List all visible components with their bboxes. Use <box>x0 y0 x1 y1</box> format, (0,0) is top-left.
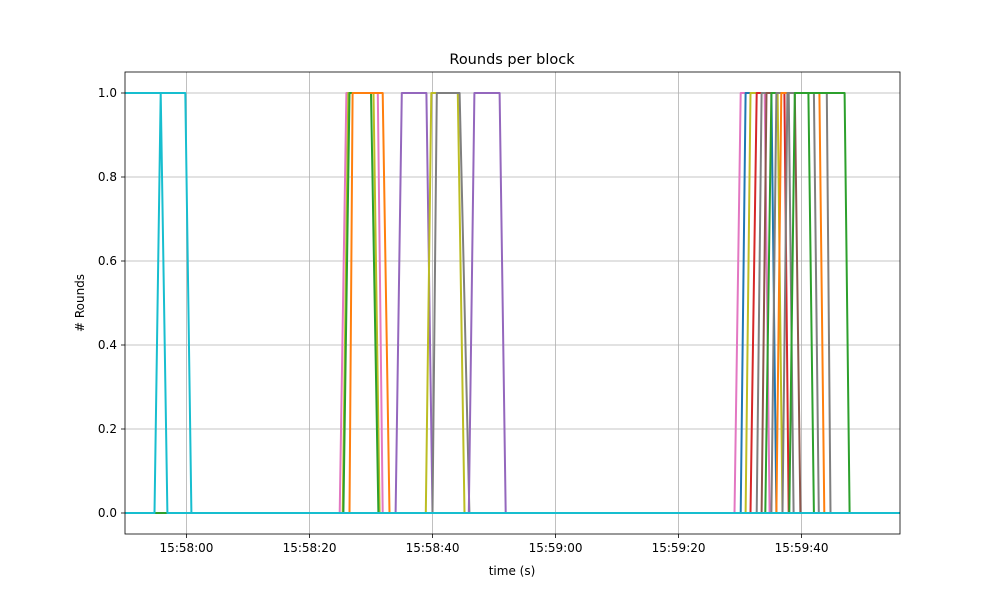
y-tick-label: 0.6 <box>98 254 117 268</box>
x-tick-label: 15:58:20 <box>283 541 337 555</box>
y-tick-label: 0.4 <box>98 338 117 352</box>
ticks: 15:58:00 15:58:20 15:58:40 15:59:00 15:59:20… <box>98 86 829 555</box>
y-tick-label: 0.8 <box>98 170 117 184</box>
axes-frame <box>124 71 901 535</box>
y-tick-label: 0.2 <box>98 422 117 436</box>
x-axis-label: time (s) <box>489 564 536 578</box>
y-tick-label: 0.0 <box>98 506 117 520</box>
x-tick-label: 15:58:40 <box>406 541 460 555</box>
x-tick-label: 15:58:00 <box>160 541 214 555</box>
series-lines <box>125 92 900 514</box>
x-tick-label: 15:59:00 <box>529 541 583 555</box>
x-tick-label: 15:59:20 <box>652 541 706 555</box>
chart-title: Rounds per block <box>449 52 575 68</box>
series-line-17 <box>125 92 900 514</box>
y-axis-label: # Rounds <box>73 274 87 332</box>
y-tick-label: 1.0 <box>98 86 117 100</box>
series-line-20 <box>125 92 900 514</box>
x-tick-label: 15:59:40 <box>775 541 829 555</box>
